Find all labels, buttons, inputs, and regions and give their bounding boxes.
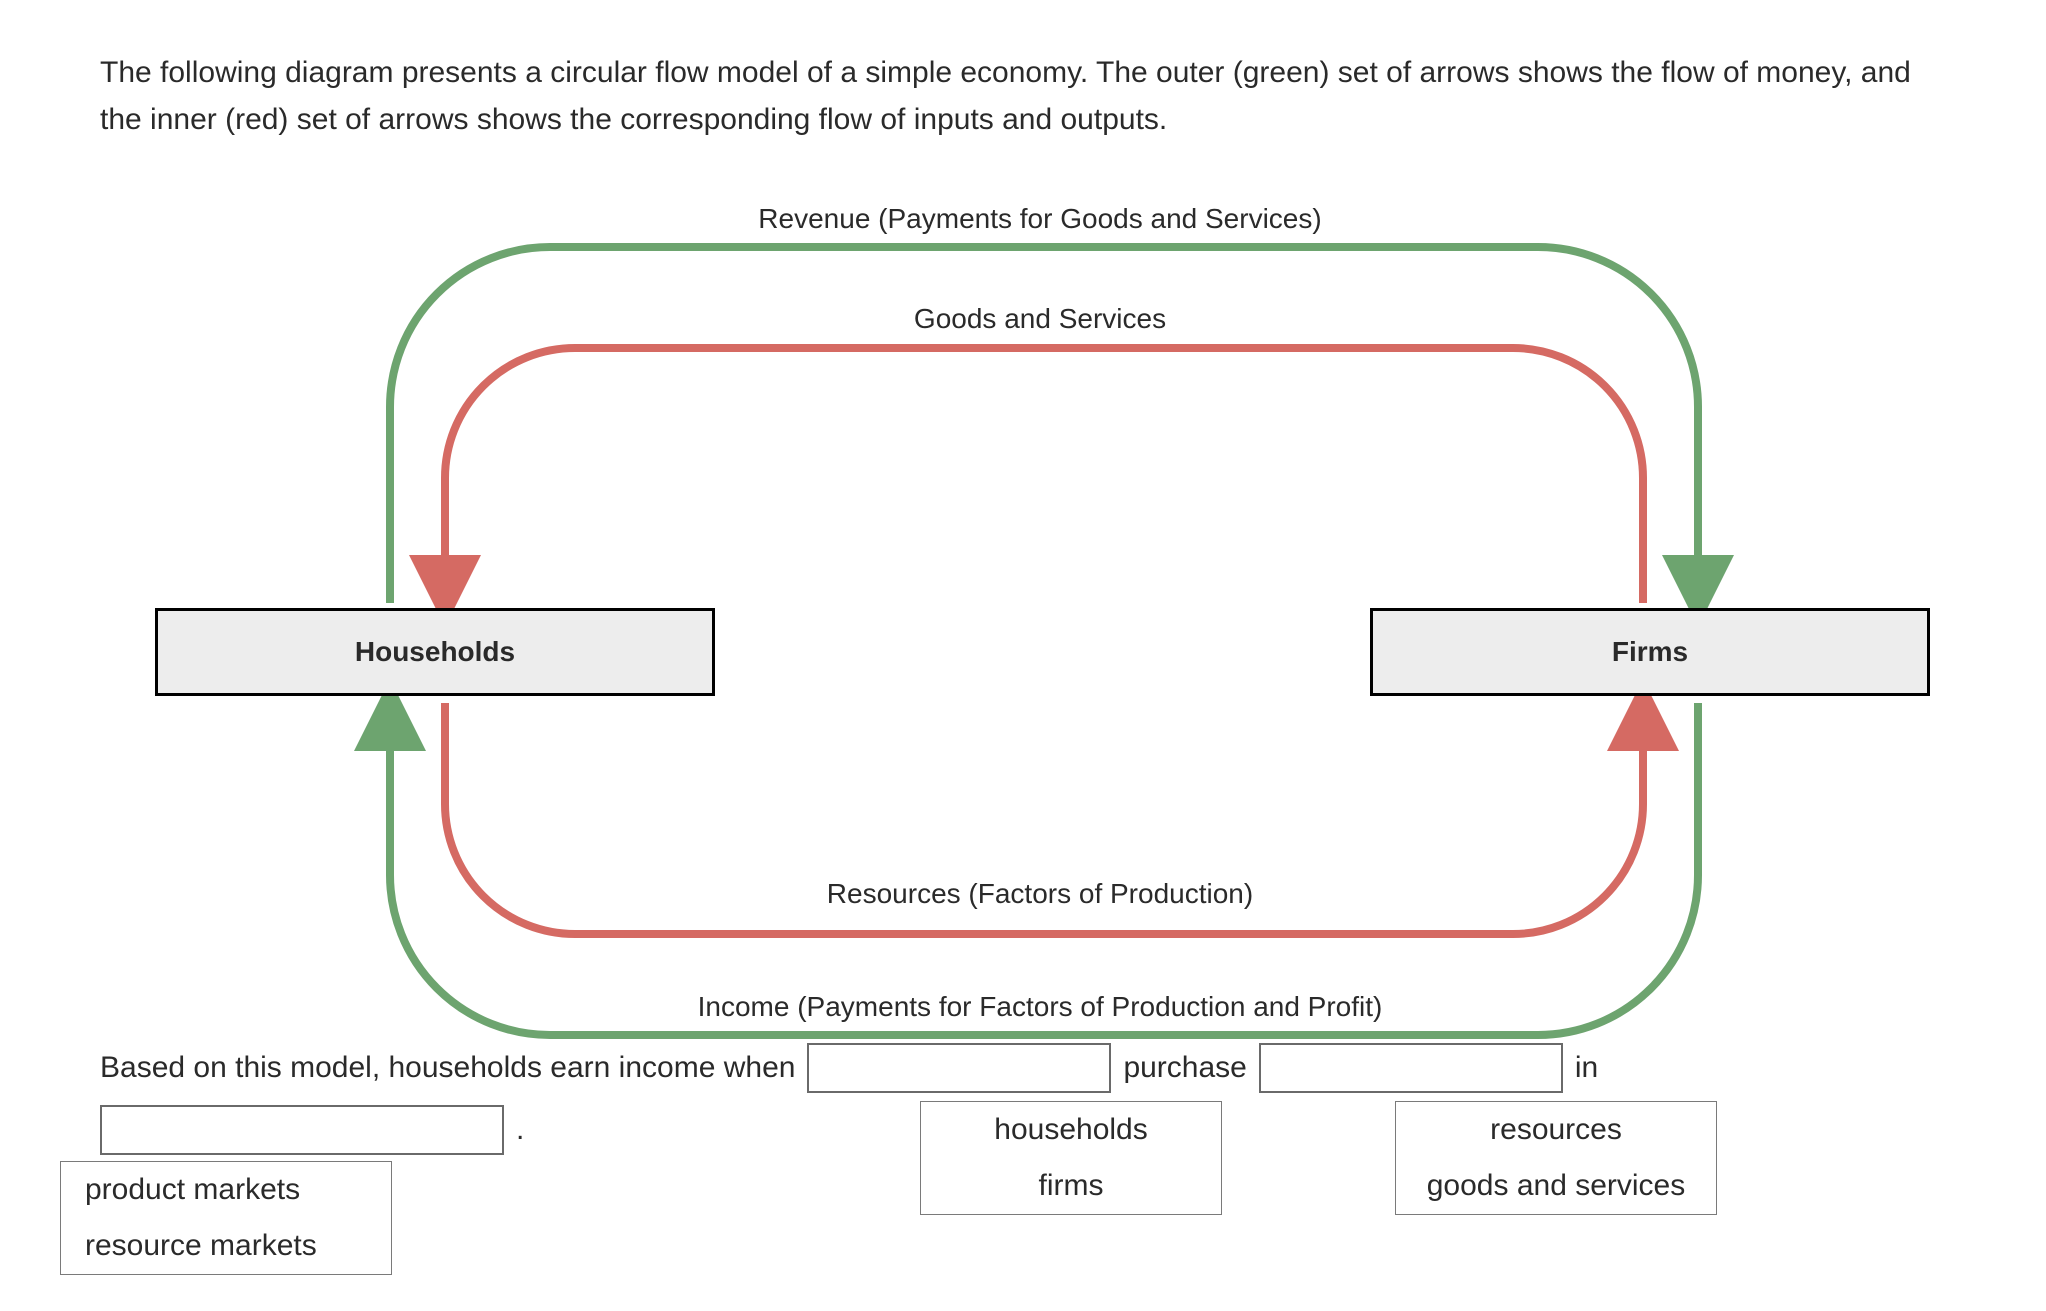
intro-text: The following diagram presents a circula…	[100, 50, 1946, 143]
question-period: .	[516, 1106, 524, 1154]
outer-top-arc	[390, 247, 1698, 603]
node-firms: Firms	[1370, 608, 1930, 696]
label-revenue: Revenue (Payments for Goods and Services…	[758, 203, 1321, 235]
page: The following diagram presents a circula…	[0, 0, 2046, 1311]
label-resources: Resources (Factors of Production)	[827, 878, 1253, 910]
question-mid: purchase	[1123, 1044, 1246, 1092]
label-income: Income (Payments for Factors of Producti…	[698, 991, 1383, 1023]
node-households-label: Households	[355, 636, 515, 668]
blank-1[interactable]	[807, 1043, 1111, 1093]
dropdown-1-options[interactable]: households firms	[920, 1101, 1222, 1215]
outer-bottom-arc	[390, 703, 1698, 1035]
blank-2[interactable]	[1259, 1043, 1563, 1093]
dropdown-3-options[interactable]: product markets resource markets	[60, 1161, 392, 1275]
dropdown-1-option-1[interactable]: firms	[921, 1158, 1221, 1214]
blank-3[interactable]	[100, 1105, 504, 1155]
dropdown-2-option-1[interactable]: goods and services	[1396, 1158, 1716, 1214]
inner-top-arc	[445, 348, 1643, 603]
circular-flow-diagram: Households Firms Revenue (Payments for G…	[100, 173, 2000, 1043]
question-suffix: in	[1575, 1044, 1598, 1092]
dropdown-2-option-0[interactable]: resources	[1396, 1102, 1716, 1158]
dropdown-2-options[interactable]: resources goods and services	[1395, 1101, 1717, 1215]
dropdown-1-option-0[interactable]: households	[921, 1102, 1221, 1158]
node-firms-label: Firms	[1612, 636, 1688, 668]
question-prefix: Based on this model, households earn inc…	[100, 1044, 795, 1092]
label-goods: Goods and Services	[914, 303, 1166, 335]
dropdown-3-option-1[interactable]: resource markets	[61, 1218, 391, 1274]
dropdown-3-option-0[interactable]: product markets	[61, 1162, 391, 1218]
question-area: Based on this model, households earn inc…	[100, 1043, 1946, 1293]
node-households: Households	[155, 608, 715, 696]
